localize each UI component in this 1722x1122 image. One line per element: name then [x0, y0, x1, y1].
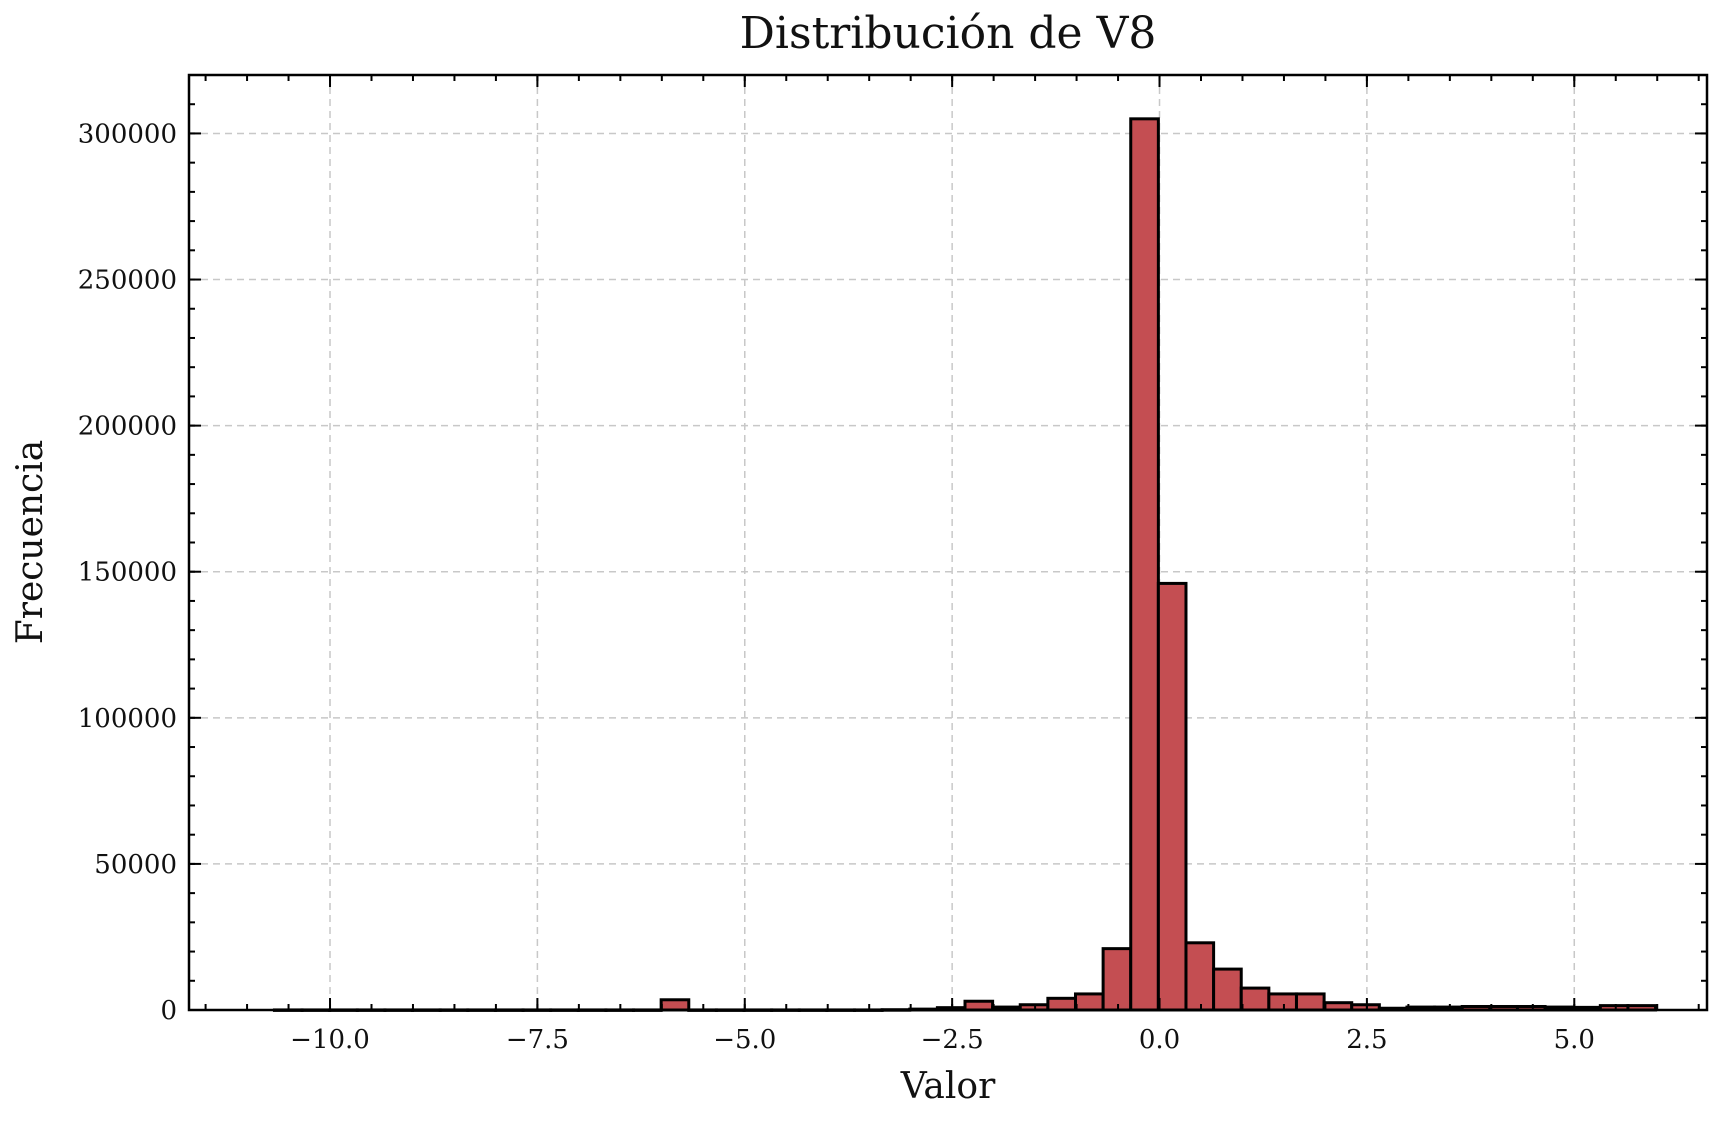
x-tick-label: −7.5	[506, 1025, 569, 1055]
histogram-bar	[1267, 992, 1298, 1012]
y-axis-label: Frecuencia	[10, 440, 51, 644]
x-tick-label: −10.0	[290, 1025, 370, 1055]
histogram-bar	[1294, 992, 1326, 1012]
x-axis-label: Valor	[900, 1066, 996, 1107]
y-tick-label: 250000	[78, 266, 177, 296]
histogram-bar	[1156, 581, 1188, 1012]
x-tick-label: 5.0	[1554, 1025, 1595, 1055]
x-tick-label: 2.5	[1346, 1025, 1387, 1055]
x-tick-labels: −10.0 −7.5 −5.0 −2.5 0.0 2.5 5.0	[290, 1025, 1595, 1055]
y-tick-label: 50000	[94, 850, 177, 880]
plot-frame	[187, 73, 1709, 1012]
histogram-bar	[1239, 986, 1271, 1012]
grid-lines	[189, 75, 1707, 1010]
x-tick-label: −2.5	[921, 1025, 984, 1055]
histogram-bar	[1101, 947, 1133, 1012]
histogram-bars	[272, 117, 1658, 1012]
histogram-bar	[963, 999, 995, 1012]
histogram-bar	[1129, 117, 1160, 1012]
histogram-bar	[659, 998, 691, 1012]
histogram-bar	[1184, 941, 1216, 1012]
y-tick-labels: 0 50000 100000 150000 200000 250000 300000	[78, 119, 177, 1026]
y-tick-label: 300000	[78, 119, 177, 149]
y-tick-label: 200000	[78, 412, 177, 442]
y-tick-label: 150000	[78, 558, 177, 588]
x-tick-label: −5.0	[713, 1025, 776, 1055]
chart-title: Distribución de V8	[740, 8, 1157, 59]
axis-ticks	[189, 74, 1707, 1011]
y-tick-label: 0	[160, 996, 177, 1026]
y-tick-label: 100000	[78, 704, 177, 734]
histogram-bar	[1212, 967, 1243, 1012]
histogram-bar	[1046, 996, 1077, 1012]
histogram-bar	[1073, 992, 1105, 1012]
x-tick-label: 0.0	[1139, 1025, 1180, 1055]
